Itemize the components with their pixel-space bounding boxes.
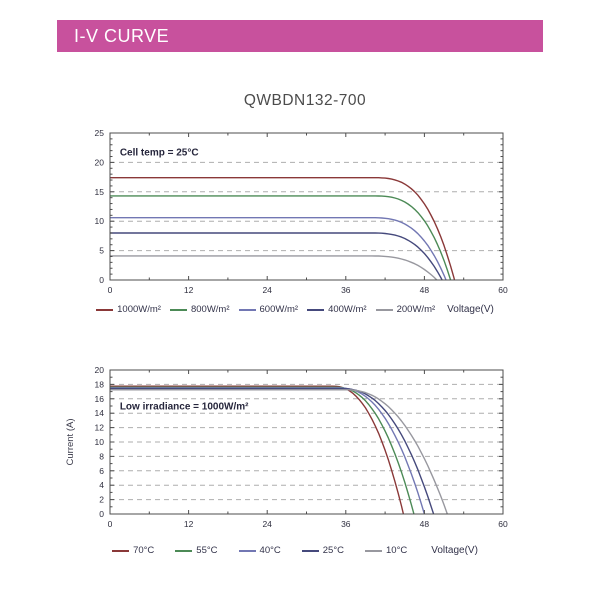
legend-label: 600W/m²	[259, 304, 299, 315]
x-tick-label: 36	[341, 519, 351, 529]
legend-item: 70°C	[112, 545, 154, 556]
x-tick-label: 48	[420, 519, 430, 529]
legend-item: 600W/m²	[238, 304, 299, 315]
y-tick-label: 12	[95, 423, 105, 433]
legend-item: 55°C	[175, 545, 218, 556]
iv-curve-25°C	[110, 388, 435, 515]
section-header-banner: I-V CURVE	[57, 20, 543, 52]
y-tick-label: 10	[95, 437, 105, 447]
irradiance-iv-chart: 0 12 24 36 48 60 0 5 10 15 20 25 Cell temp = 25°C	[95, 128, 508, 295]
legend-label: 800W/m²	[190, 304, 230, 315]
legend-item: 40°C	[238, 545, 281, 556]
legend-item: 400W/m²	[307, 304, 367, 315]
legend-line-swatch	[175, 549, 193, 552]
legend-line-swatch	[96, 308, 114, 311]
annotation: Cell temp = 25°C	[120, 147, 199, 158]
x-tick-label: 60	[498, 519, 508, 529]
y-tick-label: 20	[95, 157, 105, 167]
legend-line-swatch	[365, 549, 382, 552]
y-tick-label: 2	[99, 495, 104, 505]
y-axis-label: Current (A)	[65, 419, 76, 466]
y-tick-label: 5	[99, 246, 104, 256]
y-tick-label: 20	[95, 365, 105, 375]
legend-line-swatch	[238, 308, 256, 311]
iv-curve-70°C	[110, 385, 405, 515]
legend-label: 400W/m²	[328, 304, 367, 315]
legend-label: 10°C	[386, 545, 408, 556]
temperature-chart-legend: 70°C 55°C 40°C 25°C 10°C Voltage(V)	[60, 545, 530, 556]
irradiance-chart-legend: 1000W/m² 800W/m² 600W/m² 400W/m² 200W/m² Volt…	[60, 304, 530, 315]
x-tick-label: 24	[262, 519, 272, 529]
legend-label: 1000W/m²	[117, 304, 161, 315]
legend-label: 200W/m²	[396, 304, 436, 315]
y-tick-label: 4	[99, 480, 104, 490]
y-tick-label: 8	[99, 451, 104, 461]
iv-curve-55°C	[110, 386, 415, 515]
y-tick-label: 6	[99, 466, 104, 476]
x-tick-label: 0	[108, 285, 113, 295]
y-tick-label: 15	[95, 187, 105, 197]
x-tick-label: 12	[184, 285, 194, 295]
iv-curve-200W/m²	[110, 255, 438, 281]
legend-line-swatch	[238, 549, 256, 552]
iv-curve-400W/m²	[110, 232, 443, 281]
iv-curve-1000W/m²	[110, 177, 456, 281]
legend-item: 200W/m²	[375, 304, 436, 315]
section-title: I-V CURVE	[74, 25, 170, 46]
x-tick-label: 0	[108, 519, 113, 529]
temperature-chart-container: 0 12 24 36 48 60 0 2 4 6 8 10 12 14 16 18 20 Current (A) L…	[60, 363, 540, 583]
legend-item: 25°C	[301, 545, 344, 556]
x-tick-label: 60	[498, 285, 508, 295]
legend-item: 10°C	[365, 545, 407, 556]
y-tick-label: 0	[99, 509, 104, 519]
iv-curve-10°C	[110, 389, 448, 515]
iv-curve-800W/m²	[110, 195, 452, 281]
x-tick-label: 12	[184, 519, 194, 529]
x-tick-label: 24	[262, 285, 272, 295]
annotation: Low irradiance = 1000W/m²	[120, 402, 249, 413]
legend-label: 25°C	[322, 545, 344, 556]
legend-line-swatch	[375, 308, 393, 311]
x-axis-label: Voltage(V)	[447, 304, 494, 315]
legend-label: 70°C	[133, 545, 155, 556]
x-tick-label: 48	[420, 285, 430, 295]
y-tick-label: 14	[95, 408, 105, 418]
legend-line-swatch	[301, 549, 319, 552]
legend-label: 55°C	[196, 545, 218, 556]
legend-line-swatch	[169, 308, 187, 311]
y-tick-label: 10	[95, 216, 105, 226]
legend-line-swatch	[307, 308, 325, 311]
legend-label: 40°C	[259, 545, 281, 556]
legend-line-swatch	[112, 549, 130, 552]
x-axis-label: Voltage(V)	[431, 545, 478, 556]
y-tick-label: 16	[95, 394, 105, 404]
page-title: QWBDN132-700	[243, 92, 367, 109]
irradiance-chart-container: 0 12 24 36 48 60 0 5 10 15 20 25 Cell temp = 25°C 10…	[60, 126, 540, 341]
y-tick-label: 18	[95, 379, 105, 389]
legend-item: 1000W/m²	[96, 304, 161, 315]
x-tick-label: 36	[341, 285, 351, 295]
iv-curve-600W/m²	[110, 217, 447, 281]
legend-item: 800W/m²	[169, 304, 230, 315]
y-tick-label: 0	[99, 275, 104, 285]
y-tick-label: 25	[95, 128, 105, 138]
